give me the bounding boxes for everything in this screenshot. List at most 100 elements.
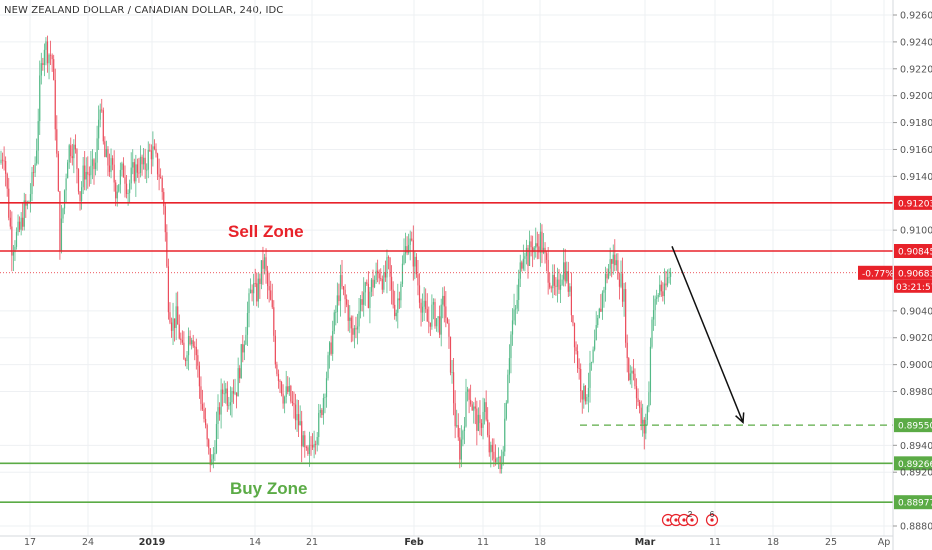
- candle-body: [578, 368, 580, 370]
- candle-body: [654, 298, 656, 311]
- change-tag-bg: [858, 265, 893, 280]
- candle-body: [511, 320, 514, 335]
- candle-body: [169, 312, 171, 323]
- candle-body: [474, 406, 476, 409]
- candle-body: [608, 268, 610, 279]
- price-tag-label: 0.89550: [898, 422, 932, 432]
- candle-body: [325, 378, 328, 398]
- flag-icon-dot: [690, 518, 694, 522]
- candle-body: [279, 380, 281, 382]
- candle-body: [127, 193, 129, 194]
- candle-body: [460, 439, 462, 460]
- candle-body: [439, 316, 441, 335]
- forecast-arrow[interactable]: [671, 246, 745, 425]
- candle-body: [20, 217, 22, 230]
- candle-body: [597, 317, 599, 326]
- candle-body: [522, 258, 524, 269]
- candle-body: [170, 322, 173, 331]
- candle-body: [533, 247, 535, 253]
- candle-body: [76, 149, 78, 170]
- flag-icon-dot: [666, 518, 670, 522]
- candle-body: [490, 444, 492, 453]
- candle-body: [102, 110, 104, 142]
- candle-body: [397, 298, 399, 313]
- flag-icon[interactable]: [685, 513, 699, 527]
- candle-body: [229, 402, 231, 406]
- candle-body: [32, 172, 35, 173]
- candle-body: [566, 271, 568, 282]
- candle-body: [660, 284, 662, 292]
- candle-body: [39, 75, 41, 122]
- candle-body: [556, 279, 559, 287]
- candle-body: [93, 159, 95, 170]
- candle-body: [614, 254, 616, 266]
- candle-body: [473, 406, 475, 411]
- candle-body: [217, 407, 219, 424]
- candle-body: [364, 282, 366, 293]
- candle-body: [341, 275, 343, 287]
- x-axis[interactable]: 17 24 2019 14 21 Feb 11 18 Mar 11 18 25 Ap: [0, 535, 893, 548]
- candle-body: [91, 159, 94, 166]
- candle-body: [470, 399, 472, 405]
- candle-body: [445, 306, 447, 318]
- candle-body: [205, 418, 207, 426]
- candle-body: [99, 109, 101, 120]
- candle-body: [573, 323, 576, 348]
- candle-body: [172, 318, 174, 331]
- candle-body: [358, 311, 360, 327]
- candle-body: [516, 300, 518, 309]
- candle-body: [391, 276, 393, 290]
- candle-body: [257, 278, 259, 302]
- candle-body: [550, 287, 552, 289]
- candle-body: [11, 226, 13, 256]
- arrow-shaft[interactable]: [671, 246, 744, 423]
- candle-body: [645, 419, 647, 434]
- candle-body: [564, 262, 566, 282]
- price-levels[interactable]: 0.91203 0.90845 0.89266 0.88977 0.89550 -0.77…: [0, 195, 932, 510]
- event-count: 2: [688, 510, 693, 519]
- candle-body: [212, 454, 214, 460]
- candle-body: [360, 299, 362, 312]
- candle-body: [265, 257, 267, 271]
- candle-body: [19, 221, 21, 230]
- price-tag: 0.88977: [894, 495, 932, 510]
- candle-body: [347, 304, 349, 321]
- candle-body: [215, 423, 218, 453]
- candle-body: [558, 279, 560, 290]
- candle-body: [493, 451, 495, 459]
- flag-icon[interactable]: [705, 513, 719, 527]
- candle-body: [209, 448, 211, 465]
- candle-body: [389, 257, 391, 277]
- candle-body: [643, 419, 645, 434]
- candle-body: [315, 443, 317, 445]
- candle-body: [223, 393, 225, 395]
- candle-body: [124, 177, 126, 184]
- candle-body: [50, 54, 52, 56]
- candle-body: [363, 292, 365, 305]
- candle-body: [412, 240, 414, 267]
- candle-body: [293, 403, 295, 405]
- candles: [0, 35, 672, 474]
- candle-body: [446, 317, 448, 324]
- candle-body: [218, 407, 221, 415]
- flag-icon-dot: [682, 518, 686, 522]
- candle-body: [42, 63, 44, 66]
- candle-body: [652, 310, 655, 320]
- candle-body: [82, 165, 84, 188]
- candle-body: [220, 389, 222, 415]
- candle-body: [491, 444, 493, 452]
- candle-body: [6, 173, 8, 189]
- current-price-label: 0.90683: [898, 269, 932, 279]
- flag-icon-dot: [710, 518, 714, 522]
- candle-body: [22, 217, 24, 227]
- candle-body: [243, 344, 245, 353]
- candle-body: [175, 306, 177, 328]
